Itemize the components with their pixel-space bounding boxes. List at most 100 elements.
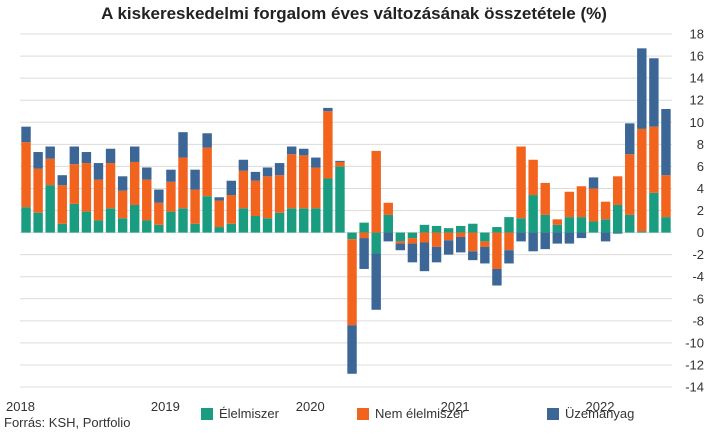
bar-elelmiszer <box>45 185 55 233</box>
bar-nem-elelmiszer <box>214 200 224 228</box>
bar-nem-elelmiszer <box>383 202 393 215</box>
bar-elelmiszer <box>528 195 538 233</box>
bar-nem-elelmiszer <box>105 163 116 209</box>
bar-elelmiszer <box>600 219 611 233</box>
bar-nem-elelmiszer <box>347 239 357 326</box>
legend-item-nem-elelmiszer: Nem élelmiszer <box>357 406 465 421</box>
bar-nem-elelmiszer <box>564 191 575 218</box>
bar-uzemanyag <box>612 232 623 234</box>
bar-nem-elelmiszer <box>431 232 442 247</box>
bar-uzemanyag <box>540 232 550 250</box>
bar-elelmiszer <box>57 223 67 233</box>
bar-nem-elelmiszer <box>637 128 647 232</box>
bar-nem-elelmiszer <box>661 175 671 218</box>
bar-nem-elelmiszer <box>468 232 478 252</box>
legend-label-elelmiszer: Élelmiszer <box>219 406 279 421</box>
bar-nem-elelmiszer <box>492 232 502 269</box>
y-tick-label: -12 <box>685 357 704 372</box>
bar-uzemanyag <box>504 250 514 264</box>
y-tick-label: -8 <box>692 313 704 328</box>
bar-uzemanyag <box>564 232 575 244</box>
bar-nem-elelmiszer <box>419 232 430 243</box>
bar-nem-elelmiszer <box>166 181 176 212</box>
bar-nem-elelmiszer <box>33 168 43 213</box>
y-tick-label: 8 <box>697 137 704 152</box>
bar-elelmiszer <box>323 178 333 233</box>
bar-nem-elelmiszer <box>154 202 164 225</box>
bar-uzemanyag <box>21 126 31 143</box>
bar-uzemanyag <box>299 148 309 156</box>
bar-uzemanyag <box>129 146 140 162</box>
bar-elelmiszer <box>625 214 635 233</box>
bar-uzemanyag <box>311 157 321 168</box>
y-tick-label: 6 <box>697 159 704 174</box>
bar-nem-elelmiszer <box>129 161 140 205</box>
bar-uzemanyag <box>190 169 200 190</box>
bar-elelmiszer <box>142 220 152 233</box>
bar-nem-elelmiszer <box>576 186 587 218</box>
y-tick-label: 10 <box>690 115 704 130</box>
bar-elelmiszer <box>202 196 212 233</box>
bar-nem-elelmiszer <box>238 170 249 209</box>
bar-elelmiszer <box>226 223 237 233</box>
bar-elelmiszer <box>383 214 393 233</box>
x-year-label: 2019 <box>151 399 180 414</box>
bar-uzemanyag <box>600 232 611 242</box>
bar-uzemanyag <box>395 243 406 251</box>
bar-nem-elelmiszer <box>480 241 490 247</box>
bar-elelmiszer <box>69 203 80 233</box>
bar-nem-elelmiszer <box>311 167 321 209</box>
bar-elelmiszer <box>588 221 599 233</box>
bar-uzemanyag <box>371 253 381 310</box>
bar-nem-elelmiszer <box>443 232 454 241</box>
bar-nem-elelmiszer <box>588 188 599 222</box>
bar-elelmiszer <box>311 208 321 233</box>
bar-uzemanyag <box>480 246 490 264</box>
x-year-label: 2021 <box>441 399 470 414</box>
bar-elelmiszer <box>516 218 526 233</box>
bar-uzemanyag <box>516 232 526 242</box>
bar-elelmiszer <box>286 208 297 233</box>
bar-uzemanyag <box>419 242 430 272</box>
bar-nem-elelmiszer <box>407 238 418 244</box>
bar-elelmiszer <box>33 212 43 233</box>
x-year-label: 2018 <box>6 399 35 414</box>
legend-item-elelmiszer: Élelmiszer <box>201 406 279 421</box>
source-note: Forrás: KSH, Portfolio <box>4 415 131 430</box>
bar-elelmiszer <box>347 232 357 240</box>
bar-elelmiszer <box>214 227 224 233</box>
x-axis-year-labels: 2018 2019 2020 2021 2022 <box>6 399 614 414</box>
bar-nem-elelmiszer <box>226 195 237 224</box>
bar-nem-elelmiszer <box>516 146 526 219</box>
bar-nem-elelmiszer <box>359 232 369 239</box>
bar-uzemanyag <box>226 180 237 196</box>
bar-elelmiszer <box>359 222 369 233</box>
bar-elelmiszer <box>81 211 92 233</box>
bar-elelmiszer <box>250 216 261 233</box>
chart-title: A kiskereskedelmi forgalom éves változás… <box>101 4 607 23</box>
bar-elelmiszer <box>552 224 563 233</box>
bar-uzemanyag <box>576 232 587 239</box>
bar-uzemanyag <box>178 132 188 158</box>
bar-nem-elelmiszer <box>45 158 55 186</box>
bar-nem-elelmiszer <box>262 176 273 219</box>
bar-elelmiszer <box>154 224 164 233</box>
bar-elelmiszer <box>117 218 128 233</box>
bar-uzemanyag <box>649 58 659 127</box>
bar-uzemanyag <box>588 177 599 189</box>
bar-elelmiszer <box>649 192 659 233</box>
bar-elelmiszer <box>455 225 466 233</box>
y-tick-label: -6 <box>692 291 704 306</box>
bar-uzemanyag <box>455 236 466 253</box>
x-year-label: 2020 <box>296 399 325 414</box>
bar-uzemanyag <box>286 146 297 155</box>
bar-elelmiszer <box>443 228 454 233</box>
bar-uzemanyag <box>335 160 345 162</box>
y-tick-label: -14 <box>685 380 704 395</box>
y-tick-label: 12 <box>690 93 704 108</box>
bar-nem-elelmiszer <box>335 161 345 167</box>
bar-nem-elelmiszer <box>600 201 611 220</box>
bar-uzemanyag <box>492 268 502 286</box>
bar-elelmiszer <box>504 217 514 233</box>
